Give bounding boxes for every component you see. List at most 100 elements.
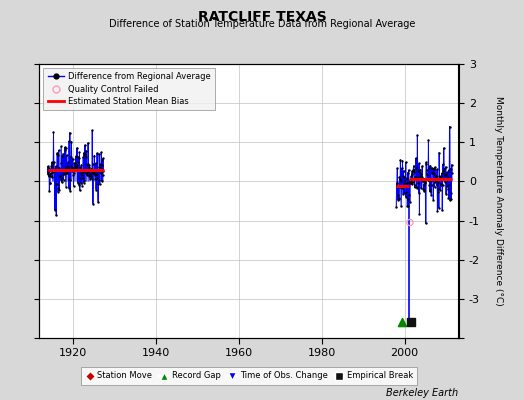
Point	[430, 171, 438, 178]
Point	[75, 187, 84, 194]
Point	[55, 187, 63, 194]
Point	[441, 171, 450, 178]
Point	[80, 178, 89, 184]
Point	[54, 188, 62, 195]
Point	[434, 189, 442, 196]
Point	[413, 132, 421, 138]
Point	[79, 154, 88, 160]
Point	[428, 182, 436, 189]
Point	[402, 194, 410, 200]
Point	[434, 179, 443, 186]
Point	[58, 179, 66, 185]
Point	[426, 162, 434, 169]
Point	[433, 186, 442, 192]
Point	[82, 148, 90, 154]
Point	[56, 167, 64, 174]
Point	[422, 167, 431, 173]
Point	[419, 186, 428, 193]
Point	[427, 191, 435, 198]
Point	[56, 173, 64, 180]
Point	[79, 174, 87, 181]
Point	[393, 165, 401, 172]
Point	[47, 163, 56, 170]
Point	[57, 160, 66, 166]
Point	[88, 176, 96, 182]
Point	[61, 165, 70, 171]
Point	[49, 129, 58, 136]
Point	[414, 180, 422, 186]
Point	[439, 168, 447, 174]
Point	[89, 170, 97, 176]
Point	[420, 177, 429, 183]
Point	[86, 166, 95, 173]
Point	[79, 180, 88, 186]
Point	[97, 156, 106, 163]
Point	[57, 143, 66, 150]
Point	[57, 176, 65, 183]
Point	[439, 182, 447, 188]
Point	[433, 166, 441, 172]
Point	[438, 207, 446, 214]
Point	[89, 160, 97, 167]
Point	[407, 179, 415, 185]
Point	[78, 182, 86, 189]
Point	[400, 174, 408, 181]
Y-axis label: Monthly Temperature Anomaly Difference (°C): Monthly Temperature Anomaly Difference (…	[494, 96, 503, 306]
Point	[405, 178, 413, 185]
Point	[429, 166, 438, 172]
Point	[408, 171, 416, 177]
Point	[74, 159, 83, 165]
Point	[56, 173, 64, 180]
Point	[396, 157, 405, 163]
Point	[422, 159, 430, 166]
Point	[83, 169, 92, 175]
Point	[396, 184, 404, 190]
Point	[67, 138, 75, 145]
Point	[427, 186, 435, 193]
Point	[435, 172, 444, 179]
Point	[91, 166, 99, 173]
Point	[424, 137, 433, 144]
Point	[412, 185, 421, 191]
Point	[71, 165, 80, 172]
Point	[64, 185, 73, 191]
Point	[75, 182, 83, 188]
Point	[68, 165, 77, 172]
Point	[79, 168, 87, 175]
Point	[419, 177, 427, 184]
Point	[74, 155, 83, 161]
Point	[394, 184, 402, 190]
Point	[67, 153, 75, 160]
Point	[445, 197, 454, 204]
Point	[407, 318, 415, 325]
Point	[405, 192, 413, 198]
Point	[435, 174, 444, 180]
Point	[99, 168, 107, 174]
Point	[405, 167, 413, 173]
Point	[44, 169, 52, 176]
Point	[71, 160, 80, 166]
Point	[72, 161, 81, 168]
Point	[417, 171, 425, 178]
Point	[58, 153, 67, 160]
Point	[442, 164, 450, 170]
Point	[406, 177, 414, 183]
Point	[406, 180, 414, 186]
Point	[393, 182, 401, 188]
Point	[97, 178, 106, 184]
Point	[63, 165, 72, 171]
Point	[99, 155, 107, 162]
Point	[53, 152, 62, 158]
Point	[65, 138, 73, 144]
Point	[410, 166, 419, 173]
Point	[436, 186, 444, 193]
Point	[414, 174, 422, 181]
Point	[48, 174, 57, 180]
Point	[428, 170, 436, 177]
Point	[392, 204, 400, 210]
Point	[85, 170, 94, 177]
Point	[422, 160, 431, 167]
Point	[52, 163, 60, 170]
Point	[420, 182, 428, 188]
Point	[392, 180, 401, 186]
